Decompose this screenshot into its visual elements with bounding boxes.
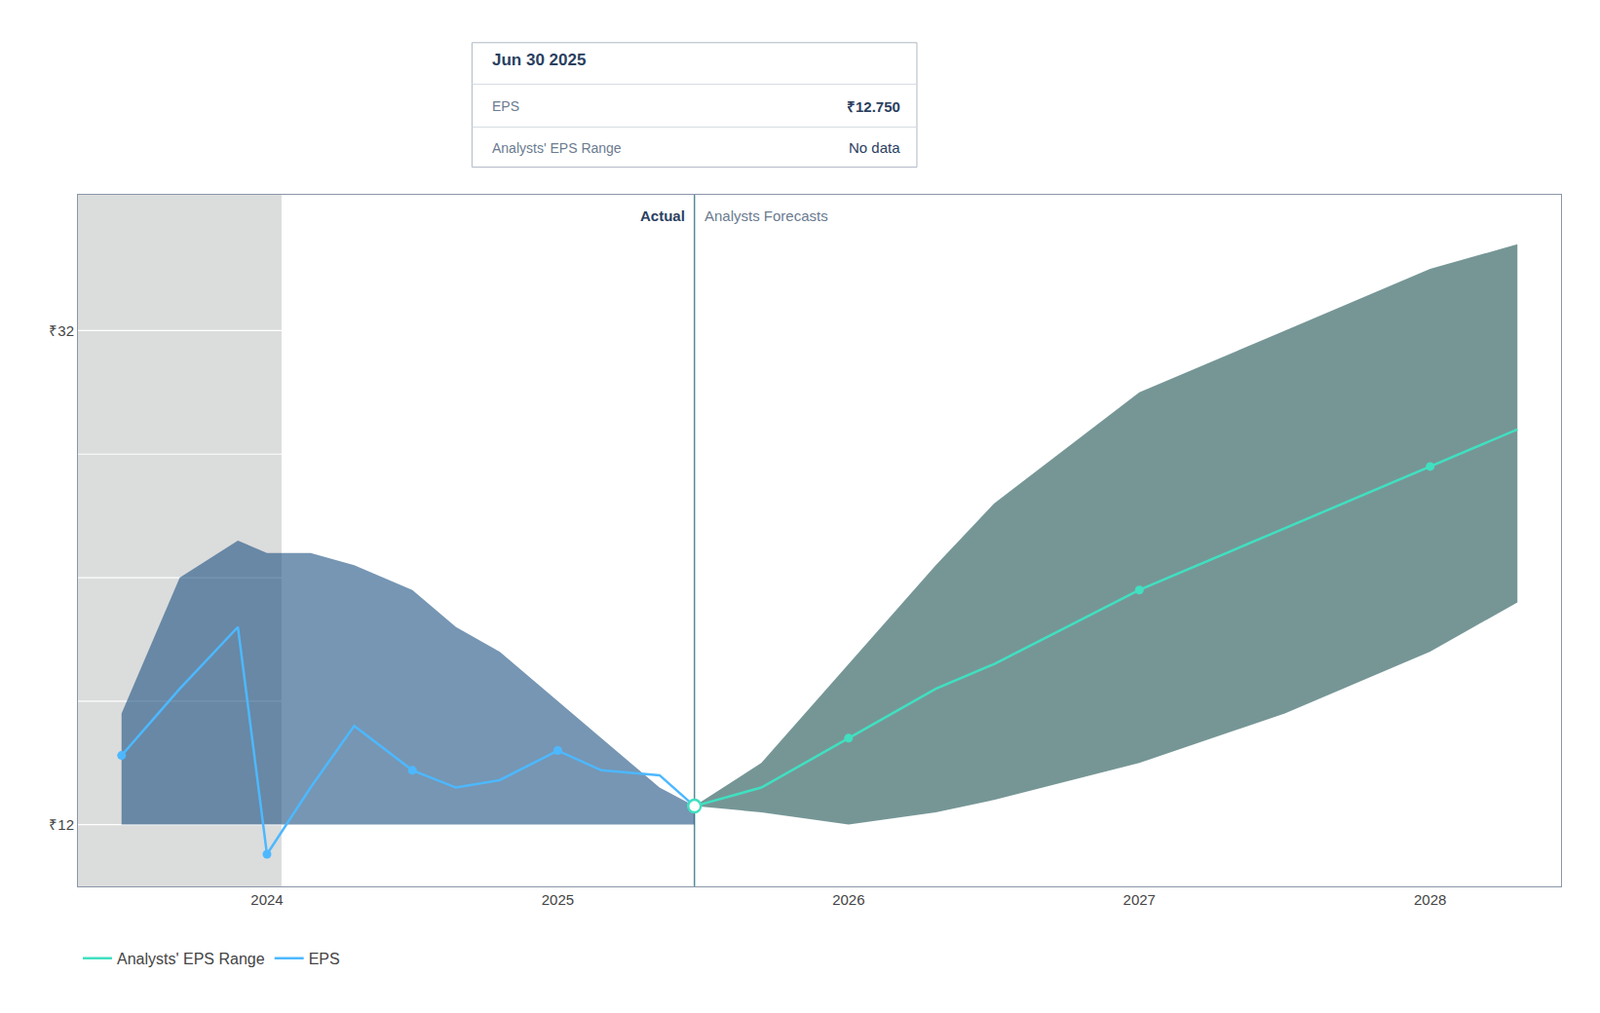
svg-text:Actual: Actual — [640, 207, 686, 225]
svg-text:2026: 2026 — [832, 891, 865, 909]
svg-text:Analysts' EPS Range: Analysts' EPS Range — [492, 140, 622, 156]
svg-text:₹12: ₹12 — [48, 816, 75, 834]
svg-text:₹12.750: ₹12.750 — [846, 98, 901, 115]
svg-text:2024: 2024 — [250, 891, 283, 909]
svg-text:2027: 2027 — [1123, 891, 1156, 909]
svg-text:Analysts' EPS Range: Analysts' EPS Range — [116, 951, 266, 968]
svg-text:Analysts Forecasts: Analysts Forecasts — [704, 207, 829, 225]
svg-text:Jun 30 2025: Jun 30 2025 — [492, 50, 586, 70]
svg-text:2028: 2028 — [1413, 891, 1447, 909]
svg-text:₹32: ₹32 — [48, 322, 75, 340]
svg-text:2025: 2025 — [541, 891, 574, 909]
svg-text:EPS: EPS — [308, 951, 341, 968]
svg-text:EPS: EPS — [492, 98, 520, 115]
svg-text:No data: No data — [848, 139, 901, 156]
